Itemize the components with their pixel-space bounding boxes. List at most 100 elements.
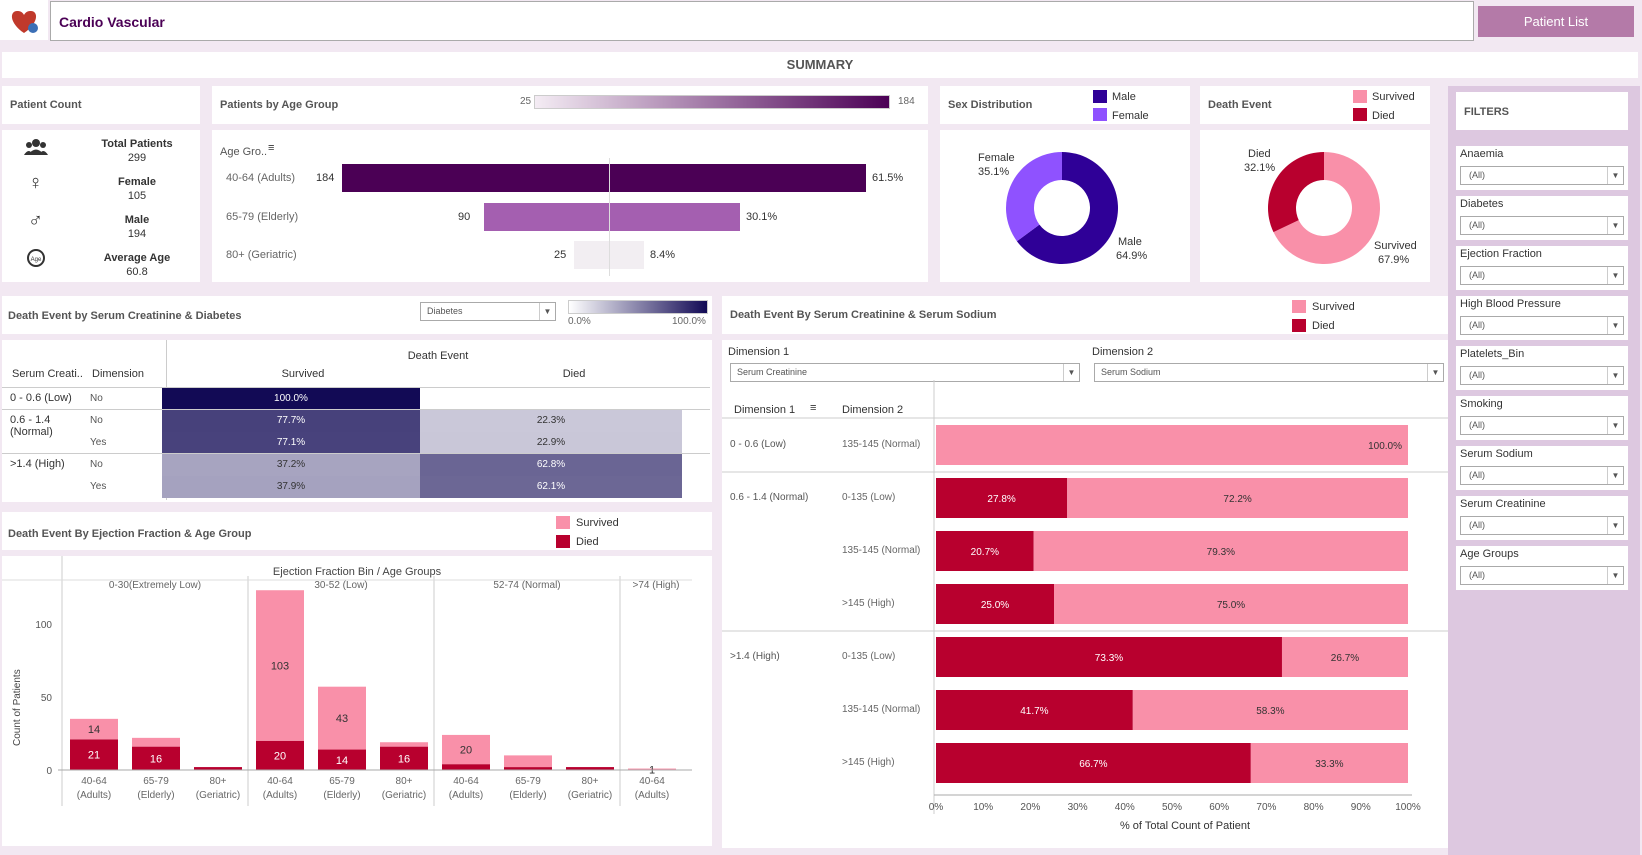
bar-died[interactable] (380, 746, 428, 770)
bar-survived[interactable] (442, 734, 490, 765)
scale-min: 0.0% (568, 316, 591, 327)
heat-cell-died[interactable]: 22.9% (420, 432, 682, 454)
dim2-label: 135-145 (Normal) (842, 704, 920, 715)
ef-bin-label: 30-52 (Low) (314, 580, 367, 591)
filter-dropdown[interactable]: (All) ▼ (1460, 316, 1624, 335)
sort-icon[interactable]: ≡ (268, 142, 275, 154)
bar-died[interactable] (936, 584, 1054, 624)
ef-bin-label: 52-74 (Normal) (493, 580, 560, 591)
sort-icon[interactable]: ≡ (810, 402, 817, 414)
filter-dropdown[interactable]: (All) ▼ (1460, 516, 1624, 535)
patient-list-button[interactable]: Patient List (1478, 6, 1634, 37)
death-title: Death Event (1208, 99, 1272, 111)
heat-cell-survived[interactable]: 37.9% (162, 476, 420, 498)
bar-survived[interactable] (132, 737, 180, 747)
chevron-down-icon: ▼ (1063, 364, 1079, 381)
dimension2-dropdown[interactable]: Serum Sodium ▼ (1094, 363, 1444, 382)
filter-card: Smoking (All) ▼ (1456, 396, 1628, 440)
bar-died[interactable] (936, 690, 1133, 730)
filter-card: Serum Sodium (All) ▼ (1456, 446, 1628, 490)
heat-cell-survived[interactable]: 77.1% (162, 432, 420, 454)
age-group-title: Patients by Age Group (220, 99, 339, 111)
bar-died[interactable] (70, 739, 118, 770)
diabetes-dropdown[interactable]: Diabetes ▼ (420, 302, 556, 321)
ef-age-chart-card: Ejection Fraction Bin / Age Groups Count… (2, 556, 712, 846)
patient-count-card: Total Patients 299 ♀ Female 105 ♂ Male 1… (2, 130, 200, 282)
filter-dropdown[interactable]: (All) ▼ (1460, 266, 1624, 285)
filter-dropdown[interactable]: (All) ▼ (1460, 366, 1624, 385)
bar-survived[interactable] (628, 768, 676, 770)
heat-cell-died[interactable]: 22.3% (420, 410, 682, 432)
filter-card: Ejection Fraction (All) ▼ (1456, 246, 1628, 290)
age-row-pct: 8.4% (650, 249, 676, 261)
bar-survived[interactable] (1250, 743, 1408, 783)
dimension1-dropdown[interactable]: Serum Creatinine ▼ (730, 363, 1080, 382)
heat-cell-survived[interactable]: 100.0% (162, 388, 420, 410)
legend-died: Died (1312, 320, 1335, 332)
bar-survived[interactable] (380, 742, 428, 747)
bar-survived[interactable] (936, 425, 1408, 465)
age-row-label: 40-64 (Adults) (226, 172, 296, 184)
male-slice[interactable] (1016, 152, 1118, 264)
died-slice[interactable] (1268, 152, 1324, 233)
ef-age-header: Death Event By Ejection Fraction & Age G… (2, 512, 712, 550)
filter-value: (All) (1469, 320, 1485, 330)
dim2-label: 0-135 (Low) (842, 492, 895, 503)
x-tick: 90% (1351, 802, 1371, 813)
bar-died[interactable] (936, 531, 1034, 571)
bar-survived[interactable] (504, 755, 552, 768)
bar-died[interactable] (566, 767, 614, 770)
bar-survived[interactable] (256, 590, 304, 741)
age-bar[interactable] (342, 164, 866, 192)
heat-cell-died[interactable] (420, 388, 682, 410)
x-tick-label: 80+ (582, 776, 599, 787)
female-slice[interactable] (1006, 152, 1062, 242)
heat-cell-survived[interactable]: 77.7% (162, 410, 420, 432)
heat-cell-died[interactable]: 62.1% (420, 476, 682, 498)
bar-died[interactable] (442, 764, 490, 770)
bar-survived[interactable] (318, 686, 366, 750)
bar-died[interactable] (936, 743, 1251, 783)
dimension-label: No (90, 459, 103, 470)
died-slice-label: Died (1248, 148, 1271, 160)
age-bar[interactable] (484, 203, 740, 231)
bar-died[interactable] (194, 767, 242, 770)
chevron-down-icon: ▼ (1607, 167, 1623, 184)
ef-age-title: Death Event By Ejection Fraction & Age G… (8, 528, 252, 540)
filters-title: FILTERS (1464, 106, 1510, 118)
filter-dropdown[interactable]: (All) ▼ (1460, 166, 1624, 185)
age-row-label: 80+ (Geriatric) (226, 249, 297, 261)
bar-died[interactable] (936, 478, 1068, 518)
filter-dropdown[interactable]: (All) ▼ (1460, 466, 1624, 485)
x-tick-label: 65-79 (143, 776, 169, 787)
heat-cell-survived[interactable]: 37.2% (162, 454, 420, 476)
dimension-label: No (90, 415, 103, 426)
bar-survived[interactable] (70, 718, 118, 740)
filter-dropdown[interactable]: (All) ▼ (1460, 566, 1624, 585)
sex-donut[interactable] (1004, 150, 1120, 266)
bar-died[interactable] (256, 740, 304, 770)
filter-dropdown[interactable]: (All) ▼ (1460, 216, 1624, 235)
total-patients-value: 299 (127, 152, 147, 164)
survived-slice[interactable] (1273, 152, 1380, 264)
dim2-label: 135-145 (Normal) (842, 545, 920, 556)
ef-bin-label: >74 (High) (633, 580, 680, 591)
filter-dropdown[interactable]: (All) ▼ (1460, 416, 1624, 435)
dim2-label: Dimension 2 (1092, 346, 1154, 358)
bar-died[interactable] (318, 749, 366, 770)
heat-cell-died[interactable]: 62.8% (420, 454, 682, 476)
bar-died[interactable] (504, 767, 552, 770)
death-donut[interactable] (1266, 150, 1382, 266)
bar-died[interactable] (132, 746, 180, 770)
x-tick-label: 40-64 (81, 776, 107, 787)
bar-survived[interactable] (1033, 531, 1408, 571)
age-group-chart: Age Gro.. ≡ 40-64 (Adults) 184 61.5% 65-… (212, 130, 928, 282)
bar-died[interactable] (936, 637, 1282, 677)
bar-survived[interactable] (1132, 690, 1408, 730)
dim1-group-label: >1.4 (High) (730, 651, 780, 662)
bar-survived[interactable] (1054, 584, 1408, 624)
legend-died: Died (1372, 110, 1395, 122)
bar-survived[interactable] (1067, 478, 1408, 518)
bar-label: 20 (460, 745, 472, 757)
bar-survived[interactable] (1281, 637, 1408, 677)
